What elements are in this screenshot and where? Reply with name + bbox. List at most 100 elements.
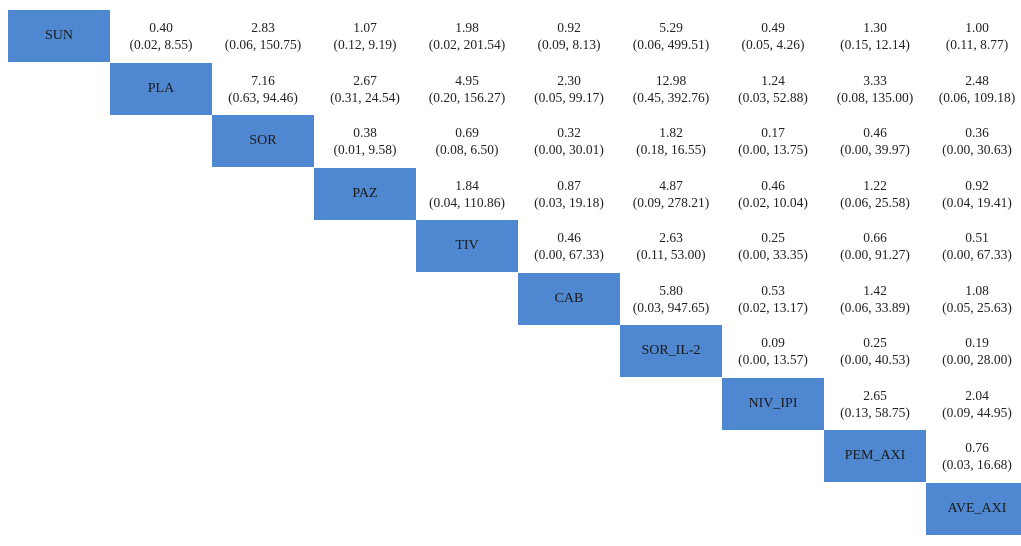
estimate-value: 1.30 — [863, 20, 887, 35]
confidence-interval: (0.08, 135.00) — [836, 89, 914, 105]
confidence-interval: (0.02, 10.04) — [738, 194, 808, 210]
estimate-value: 0.76 — [965, 440, 989, 455]
comparison-cell-pla-vs-ave-axi: 2.48 (0.06, 109.18) — [926, 63, 1021, 115]
comparison-cell-sun-vs-niv-ipi: 0.49 (0.05, 4.26) — [722, 10, 824, 62]
estimate-value: 5.29 — [659, 20, 683, 35]
estimate-value: 0.46 — [863, 125, 887, 140]
confidence-interval: (0.06, 25.58) — [840, 194, 910, 210]
treatment-cell-pem-axi: PEM_AXI — [824, 430, 926, 482]
comparison-cell-sor-vs-niv-ipi: 0.17 (0.00, 13.75) — [722, 115, 824, 167]
confidence-interval: (0.09, 8.13) — [537, 37, 601, 52]
estimate-value: 0.32 — [557, 125, 581, 140]
comparison-cell-sun-vs-sor-il-2: 5.29 (0.06, 499.51) — [620, 10, 722, 62]
confidence-interval: (0.63, 94.46) — [228, 89, 298, 105]
confidence-interval: (0.45, 392.76) — [632, 89, 710, 105]
confidence-interval: (0.08, 6.50) — [435, 142, 499, 157]
comparison-cell-paz-vs-cab: 0.87 (0.03, 19.18) — [518, 168, 620, 220]
confidence-interval: (0.05, 4.26) — [741, 37, 805, 52]
confidence-interval: (0.09, 44.95) — [942, 404, 1012, 420]
confidence-interval: (0.02, 8.55) — [129, 37, 193, 52]
estimate-value: 5.80 — [659, 282, 683, 298]
estimate-value: 0.51 — [965, 230, 989, 245]
confidence-interval: (0.00, 13.57) — [738, 352, 808, 367]
estimate-value: 4.87 — [659, 177, 683, 193]
comparison-cell-paz-vs-niv-ipi: 0.46 (0.02, 10.04) — [722, 168, 824, 220]
confidence-interval: (0.05, 25.63) — [942, 299, 1012, 315]
treatment-cell-cab: CAB — [518, 272, 620, 325]
comparison-cell-sor-vs-ave-axi: 0.36 (0.00, 30.63) — [926, 115, 1021, 167]
comparison-cell-tiv-vs-niv-ipi: 0.25 (0.00, 33.35) — [722, 220, 824, 272]
estimate-value: 0.46 — [761, 177, 785, 193]
confidence-interval: (0.00, 30.63) — [942, 142, 1012, 157]
confidence-interval: (0.00, 91.27) — [840, 247, 910, 262]
comparison-cell-pem-axi-vs-ave-axi: 0.76 (0.03, 16.68) — [926, 430, 1021, 482]
confidence-interval: (0.00, 33.35) — [738, 247, 808, 262]
confidence-interval: (0.09, 278.21) — [632, 194, 710, 210]
estimate-value: 1.00 — [965, 20, 989, 35]
treatment-cell-tiv: TIV — [416, 220, 518, 272]
estimate-value: 3.33 — [863, 72, 887, 88]
confidence-interval: (0.11, 53.00) — [636, 247, 706, 262]
estimate-value: 0.66 — [863, 230, 887, 245]
comparison-cell-cab-vs-niv-ipi: 0.53 (0.02, 13.17) — [722, 273, 824, 325]
estimate-value: 0.46 — [557, 230, 581, 245]
comparison-cell-sor-il-2-vs-pem-axi: 0.25 (0.00, 40.53) — [824, 325, 926, 377]
estimate-value: 2.63 — [659, 230, 683, 245]
estimate-value: 0.36 — [965, 125, 989, 140]
comparison-cell-sun-vs-cab: 0.92 (0.09, 8.13) — [518, 10, 620, 62]
treatment-cell-sun: SUN — [8, 10, 110, 62]
comparison-cell-sor-il-2-vs-ave-axi: 0.19 (0.00, 28.00) — [926, 325, 1021, 377]
confidence-interval: (0.18, 16.55) — [636, 142, 706, 157]
estimate-value: 0.69 — [455, 125, 479, 140]
comparison-cell-pla-vs-pem-axi: 3.33 (0.08, 135.00) — [824, 63, 926, 115]
comparison-cell-pla-vs-tiv: 4.95 (0.20, 156.27) — [416, 63, 518, 115]
treatment-cell-sor: SOR — [212, 115, 314, 167]
estimate-value: 0.92 — [965, 177, 989, 193]
estimate-value: 12.98 — [655, 72, 687, 88]
comparison-cell-sun-vs-paz: 1.07 (0.12, 9.19) — [314, 10, 416, 62]
estimate-value: 7.16 — [251, 72, 275, 88]
estimate-value: 0.40 — [149, 20, 173, 35]
confidence-interval: (0.01, 9.58) — [333, 142, 397, 157]
estimate-value: 1.08 — [965, 282, 989, 298]
confidence-interval: (0.11, 8.77) — [945, 37, 1009, 52]
treatment-cell-paz: PAZ — [314, 167, 416, 220]
comparison-cell-sor-vs-tiv: 0.69 (0.08, 6.50) — [416, 115, 518, 167]
comparison-cell-pla-vs-paz: 2.67 (0.31, 24.54) — [314, 63, 416, 115]
confidence-interval: (0.03, 19.18) — [534, 194, 604, 210]
confidence-interval: (0.04, 19.41) — [942, 194, 1012, 210]
comparison-cell-pla-vs-cab: 2.30 (0.05, 99.17) — [518, 63, 620, 115]
estimate-value: 0.53 — [761, 282, 785, 298]
confidence-interval: (0.06, 150.75) — [224, 37, 302, 52]
estimate-value: 1.42 — [863, 282, 887, 298]
comparison-cell-paz-vs-sor-il-2: 4.87 (0.09, 278.21) — [620, 168, 722, 220]
estimate-value: 1.22 — [863, 177, 887, 193]
comparison-cell-cab-vs-sor-il-2: 5.80 (0.03, 947.65) — [620, 273, 722, 325]
estimate-value: 0.25 — [863, 335, 887, 350]
comparison-cell-sun-vs-pla: 0.40 (0.02, 8.55) — [110, 10, 212, 62]
comparison-cell-sun-vs-tiv: 1.98 (0.02, 201.54) — [416, 10, 518, 62]
comparison-cell-sor-vs-paz: 0.38 (0.01, 9.58) — [314, 115, 416, 167]
estimate-value: 0.17 — [761, 125, 785, 140]
estimate-value: 0.49 — [761, 20, 785, 35]
estimate-value: 2.48 — [965, 72, 989, 88]
confidence-interval: (0.00, 67.33) — [942, 247, 1012, 262]
estimate-value: 0.38 — [353, 125, 377, 140]
comparison-cell-paz-vs-pem-axi: 1.22 (0.06, 25.58) — [824, 168, 926, 220]
comparison-cell-tiv-vs-cab: 0.46 (0.00, 67.33) — [518, 220, 620, 272]
estimate-value: 2.30 — [557, 72, 581, 88]
comparison-cell-niv-ipi-vs-pem-axi: 2.65 (0.13, 58.75) — [824, 378, 926, 430]
comparison-cell-tiv-vs-pem-axi: 0.66 (0.00, 91.27) — [824, 220, 926, 272]
confidence-interval: (0.02, 13.17) — [738, 299, 808, 315]
estimate-value: 1.84 — [455, 177, 479, 193]
comparison-cell-cab-vs-pem-axi: 1.42 (0.06, 33.89) — [824, 273, 926, 325]
estimate-value: 0.92 — [557, 20, 581, 35]
confidence-interval: (0.00, 13.75) — [738, 142, 808, 157]
estimate-value: 1.24 — [761, 72, 785, 88]
confidence-interval: (0.02, 201.54) — [428, 37, 506, 52]
comparison-cell-sun-vs-ave-axi: 1.00 (0.11, 8.77) — [926, 10, 1021, 62]
treatment-cell-sor-il-2: SOR_IL-2 — [620, 325, 722, 377]
comparison-cell-tiv-vs-sor-il-2: 2.63 (0.11, 53.00) — [620, 220, 722, 272]
confidence-interval: (0.13, 58.75) — [840, 404, 910, 420]
confidence-interval: (0.00, 28.00) — [942, 352, 1012, 367]
